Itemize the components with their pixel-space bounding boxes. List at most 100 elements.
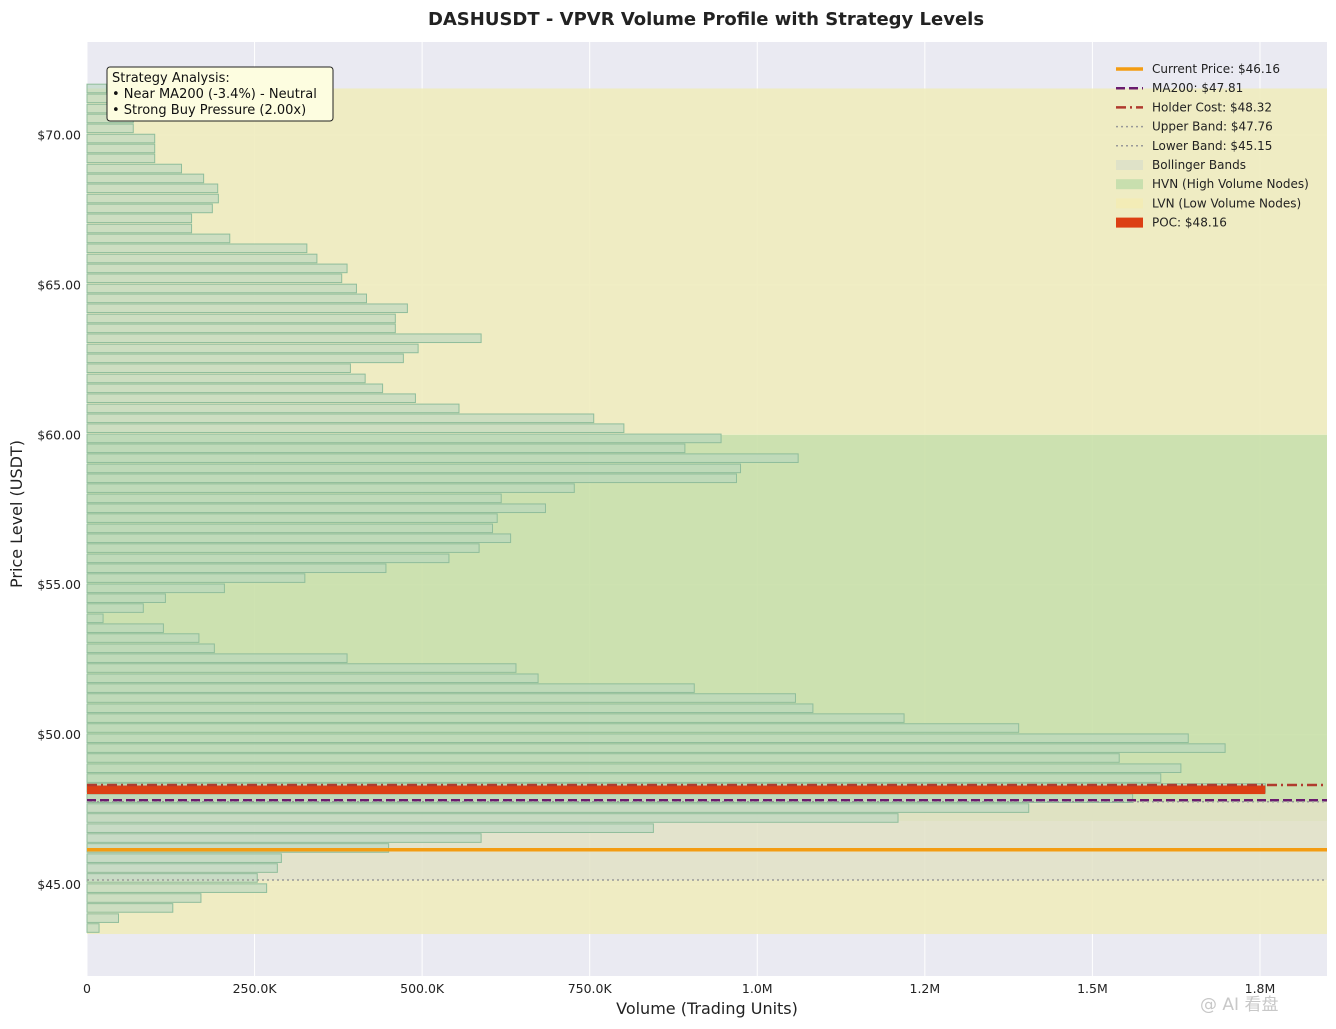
volume-bar-2 (86, 903, 174, 913)
volume-bar-56 (86, 363, 351, 374)
volume-bar-51 (86, 413, 595, 424)
volume-bar-80 (86, 123, 134, 134)
volume-bar-35 (86, 573, 306, 583)
volume-bar-40 (86, 523, 494, 534)
volume-bar-61 (86, 313, 396, 324)
volume-bar-60 (86, 323, 396, 334)
volume-bar-59 (86, 333, 482, 344)
volume-bar-49 (86, 433, 722, 444)
volume-bar-46 (86, 463, 742, 474)
volume-bar-78 (86, 143, 156, 154)
legend-label-6: HVN (High Volume Nodes) (1152, 177, 1309, 191)
volume-bar-63 (86, 293, 368, 304)
legend-label-1: MA200: $47.81 (1152, 81, 1243, 95)
volume-bar-5 (86, 873, 258, 883)
legend-label-7: LVN (Low Volume Nodes) (1152, 196, 1301, 210)
x-axis-label: Volume (Trading Units) (616, 999, 798, 1018)
y-axis-label: Price Level (USDT) (7, 440, 26, 588)
volume-bar-20 (86, 723, 1020, 733)
y-tick-label-0: $45.00 (37, 877, 81, 892)
volume-bar-68 (86, 243, 308, 254)
volume-bar-66 (86, 263, 348, 274)
volume-bar-18 (86, 743, 1226, 753)
volume-bar-38 (86, 543, 480, 553)
x-tick-label-5: 1.2M (910, 981, 941, 996)
x-tick-label-7: 1.8M (1245, 981, 1276, 996)
volume-bar-30 (86, 623, 164, 633)
volume-bar-6 (86, 863, 278, 873)
volume-bar-27 (86, 653, 348, 663)
volume-bar-79 (86, 133, 156, 144)
volume-bar-33 (86, 593, 166, 603)
volume-bar-44 (86, 483, 575, 493)
lvn-zone-lower (87, 880, 1327, 935)
y-tick-label-4: $65.00 (37, 277, 81, 292)
volume-bar-29 (86, 633, 200, 643)
volume-bar-53 (86, 393, 416, 404)
legend-swatch-5 (1116, 160, 1143, 170)
legend-label-2: Holder Cost: $48.32 (1152, 100, 1272, 114)
volume-bar-69 (86, 233, 231, 244)
volume-bar-48 (86, 443, 686, 454)
x-tick-label-2: 500.0K (400, 981, 445, 996)
annotation-box (106, 66, 334, 122)
volume-bar-43 (86, 493, 502, 504)
x-tick-label-4: 1.0M (742, 981, 773, 996)
volume-bar-64 (86, 283, 357, 294)
volume-bar-17 (86, 753, 1120, 763)
volume-bar-54 (86, 383, 384, 394)
legend-label-0: Current Price: $46.16 (1152, 62, 1280, 76)
y-tick-label-2: $55.00 (37, 577, 81, 592)
legend-label-4: Lower Band: $45.15 (1152, 139, 1272, 153)
volume-bar-15 (86, 773, 1162, 783)
volume-bar-37 (86, 553, 450, 564)
volume-bar-24 (86, 683, 695, 693)
x-tick-label-1: 250.0K (233, 981, 278, 996)
volume-bar-25 (86, 673, 539, 684)
x-tick-label-6: 1.5M (1077, 981, 1108, 996)
volume-bar-72 (86, 203, 213, 214)
volume-bar-3 (86, 893, 202, 903)
volume-bar-11 (86, 813, 899, 823)
volume-bar-62 (86, 303, 408, 314)
annotation-line-2: • Near MA200 (-3.4%) - Neutral (112, 87, 317, 102)
legend-label-3: Upper Band: $47.76 (1152, 120, 1273, 134)
volume-bar-45 (86, 473, 737, 484)
volume-bar-16 (86, 763, 1182, 774)
volume-bar-32 (86, 603, 144, 613)
volume-bar-36 (86, 563, 387, 574)
volume-bar-1 (86, 913, 120, 923)
volume-bar-28 (86, 643, 215, 654)
legend-label-8: POC: $48.16 (1152, 216, 1227, 230)
volume-bar-8 (86, 843, 390, 853)
volume-bar-73 (86, 193, 219, 204)
poc-bar (87, 785, 1266, 795)
volume-bar-58 (86, 343, 419, 354)
legend-swatch-6 (1116, 179, 1143, 190)
volume-bar-65 (86, 273, 343, 284)
volume-bar-7 (86, 853, 282, 863)
volume-bar-9 (86, 833, 482, 843)
volume-bar-41 (86, 513, 498, 523)
volume-bar-70 (86, 223, 193, 234)
legend-label-5: Bollinger Bands (1152, 158, 1246, 172)
volume-bar-19 (86, 733, 1189, 744)
volume-bar-75 (86, 173, 205, 184)
y-tick-label-5: $70.00 (37, 127, 81, 142)
volume-bar-52 (86, 403, 460, 414)
x-axis-ticks: 0 250.0K 500.0K 750.0K 1.0M 1.2M 1.5M 1.8M (83, 981, 1275, 996)
volume-bar-42 (86, 503, 546, 514)
x-tick-label-0: 0 (83, 981, 91, 996)
volume-bar-67 (86, 253, 318, 264)
volume-bar-84 (86, 83, 107, 94)
volume-bar-10 (86, 823, 654, 833)
strategy-lines (87, 783, 1327, 881)
volume-bar-55 (86, 373, 366, 384)
legend-swatch-8 (1116, 217, 1143, 228)
volume-bar-26 (86, 663, 517, 673)
strategy-annotation: Strategy Analysis: • Near MA200 (-3.4%) … (106, 66, 334, 122)
annotation-line-3: • Strong Buy Pressure (2.00x) (112, 103, 306, 118)
chart-title: DASHUSDT - VPVR Volume Profile with Stra… (428, 9, 984, 30)
